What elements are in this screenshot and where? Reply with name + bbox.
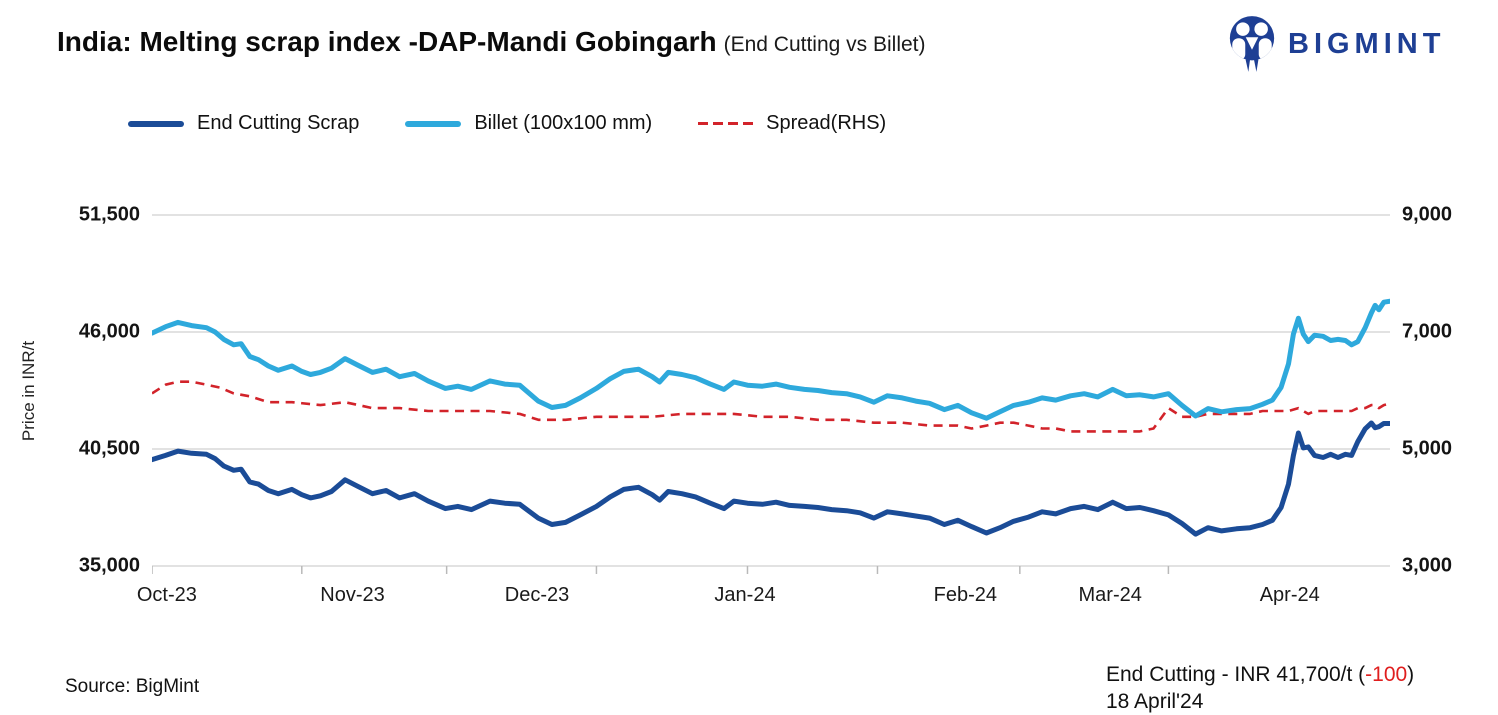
legend-label: Billet (100x100 mm)	[474, 112, 653, 134]
left-axis-tick: 35,000	[78, 554, 140, 577]
right-axis-tick: 5,000	[1402, 437, 1453, 460]
series-line-1	[152, 298, 1390, 421]
x-axis-label: Apr-24	[1259, 584, 1320, 606]
bigmint-logo-text: BIGMINT	[1288, 27, 1446, 60]
left-axis-tick: 51,500	[78, 203, 140, 226]
legend-label: Spread(RHS)	[766, 112, 887, 134]
x-axis-label: Dec-23	[504, 584, 570, 606]
left-axis-labels: 51,500 46,000 40,500 35,000	[40, 200, 140, 580]
right-axis-tick: 3,000	[1402, 554, 1453, 577]
legend-item-billet: Billet (100x100 mm)	[405, 112, 652, 135]
bigmint-logo: BIGMINT	[1226, 14, 1445, 74]
x-axis-label: Feb-24	[933, 584, 998, 606]
x-axis-label: Oct-23	[136, 584, 197, 606]
annotation-suffix: )	[1407, 663, 1415, 686]
x-axis-label: Nov-23	[320, 584, 385, 606]
price-annotation-date: 18 April'24	[1106, 690, 1204, 713]
legend-item-spread: Spread(RHS)	[698, 112, 886, 135]
end-cutting-line-swatch	[128, 120, 184, 127]
annotation-delta: -100	[1365, 663, 1408, 686]
source-note: Source: BigMint	[65, 676, 200, 697]
right-axis-tick: 7,000	[1402, 320, 1453, 343]
annotation-prefix: End Cutting - INR 41,700/t (	[1106, 663, 1366, 686]
x-axis-labels: Oct-23 Nov-23 Dec-23 Jan-24 Feb-24 Mar-24 Apr-…	[137, 584, 1390, 614]
billet-line-swatch	[405, 120, 462, 127]
spread-dash-swatch	[698, 122, 754, 125]
x-axis-label: Mar-24	[1078, 584, 1142, 606]
x-axis-label: Jan-24	[714, 584, 776, 606]
price-annotation-line1: End Cutting - INR 41,700/t (-100)	[1106, 661, 1414, 688]
legend-item-end-cutting: End Cutting Scrap	[128, 112, 359, 135]
page-title-sub: (End Cutting vs Billet)	[723, 33, 926, 56]
left-axis-tick: 46,000	[78, 320, 140, 343]
plot-area	[152, 200, 1390, 580]
left-axis-tick: 40,500	[78, 437, 140, 460]
page-title-main: India: Melting scrap index -DAP-Mandi Go…	[57, 26, 717, 57]
series-line-2	[152, 380, 1390, 433]
right-axis-tick: 9,000	[1402, 203, 1453, 226]
chart-legend: End Cutting Scrap Billet (100x100 mm) Sp…	[128, 112, 886, 135]
series-line-0	[152, 420, 1390, 537]
page-title: India: Melting scrap index -DAP-Mandi Go…	[57, 26, 926, 58]
right-axis-labels: 9,000 7,000 5,000 3,000	[1402, 200, 1494, 580]
chart-canvas	[152, 214, 1390, 574]
price-annotation: End Cutting - INR 41,700/t (-100) 18 Apr…	[1106, 661, 1414, 715]
y-axis-title: Price in INR/t	[19, 340, 38, 442]
legend-label: End Cutting Scrap	[197, 112, 360, 134]
bigmint-logo-icon	[1229, 16, 1275, 72]
